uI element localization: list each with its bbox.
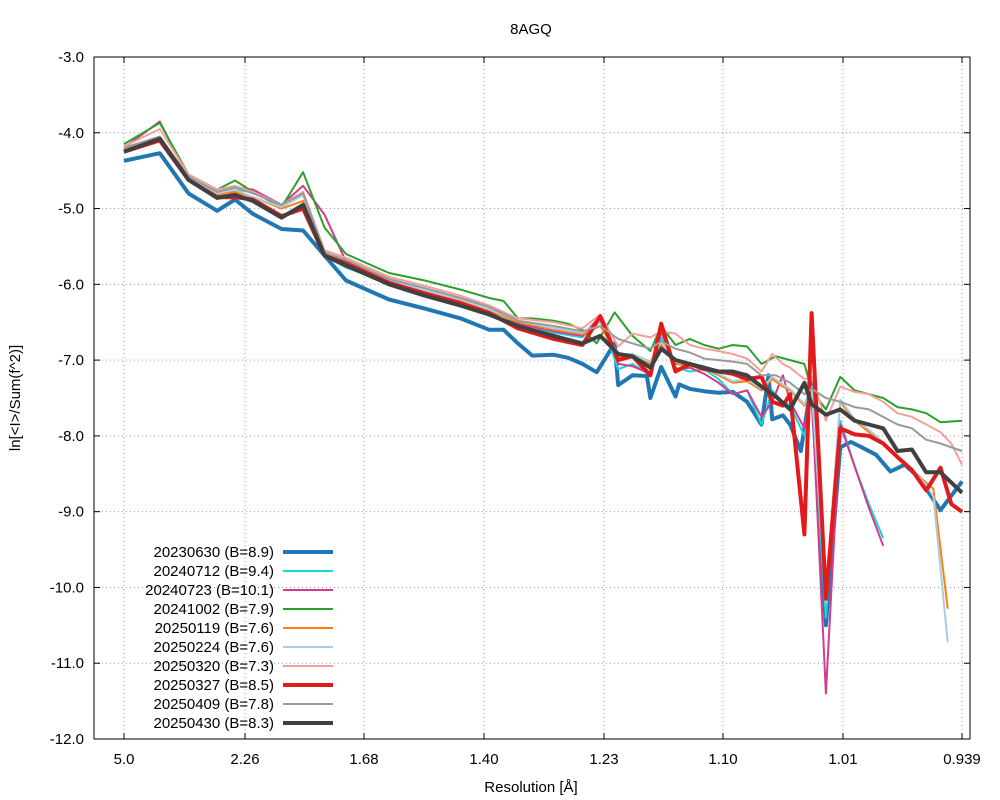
x-tick-label: 1.68 [349,751,378,768]
y-tick-label: -6.0 [58,276,84,293]
series-line-7 [123,128,963,466]
legend-label: 20250430 (B=8.3) [153,715,274,732]
legend-label: 20250409 (B=7.8) [153,696,274,713]
y-tick-label: -4.0 [58,125,84,142]
legend: 20230630 (B=8.9) 20240712 (B=9.4) 20240723… [145,544,333,732]
y-tick-label: -10.0 [50,579,84,596]
series-line-10 [123,136,964,495]
grid [94,57,970,739]
series-line-4 [123,121,963,424]
legend-label: 20241002 (B=7.9) [153,601,274,618]
y-tick-label: -8.0 [58,428,84,445]
y-tick-label: -3.0 [58,49,84,66]
chart-title: 8AGQ [510,21,552,38]
y-tick-label: -12.0 [50,731,84,748]
y-tick-label: -7.0 [58,352,84,369]
x-tick-label: 5.0 [114,751,135,768]
legend-label: 20230630 (B=8.9) [153,544,274,561]
legend-label: 20250320 (B=7.3) [153,658,274,675]
y-axis-title: ln[<I>/Sum(f^2)] [7,345,24,451]
x-tick-label: 0.939 [943,751,981,768]
y-tick-label: -5.0 [58,201,84,218]
x-tick-label: 1.01 [828,751,857,768]
legend-label: 20240712 (B=9.4) [153,563,274,580]
legend-label: 20250224 (B=7.6) [153,639,274,656]
x-tick-label: 1.10 [708,751,737,768]
x-axis-title: Resolution [Å] [484,779,577,796]
series-line-3 [123,120,885,695]
legend-label: 20250327 (B=8.5) [153,677,274,694]
axis-ticks: -3.0 -4.0 -5.0 -6.0 -7.0 -8.0 -9.0 -10.0 -11.0 -1… [50,49,981,768]
y-tick-label: -11.0 [51,655,84,672]
series-lines [123,120,964,695]
legend-label: 20240723 (B=10.1) [145,582,274,599]
plot-frame [93,56,971,740]
y-tick-label: -9.0 [58,504,84,521]
x-tick-label: 1.23 [589,751,618,768]
x-tick-label: 1.40 [469,751,498,768]
x-tick-label: 2.26 [230,751,259,768]
legend-label: 20250119 (B=7.6) [155,620,274,637]
series-line-9 [123,135,963,452]
